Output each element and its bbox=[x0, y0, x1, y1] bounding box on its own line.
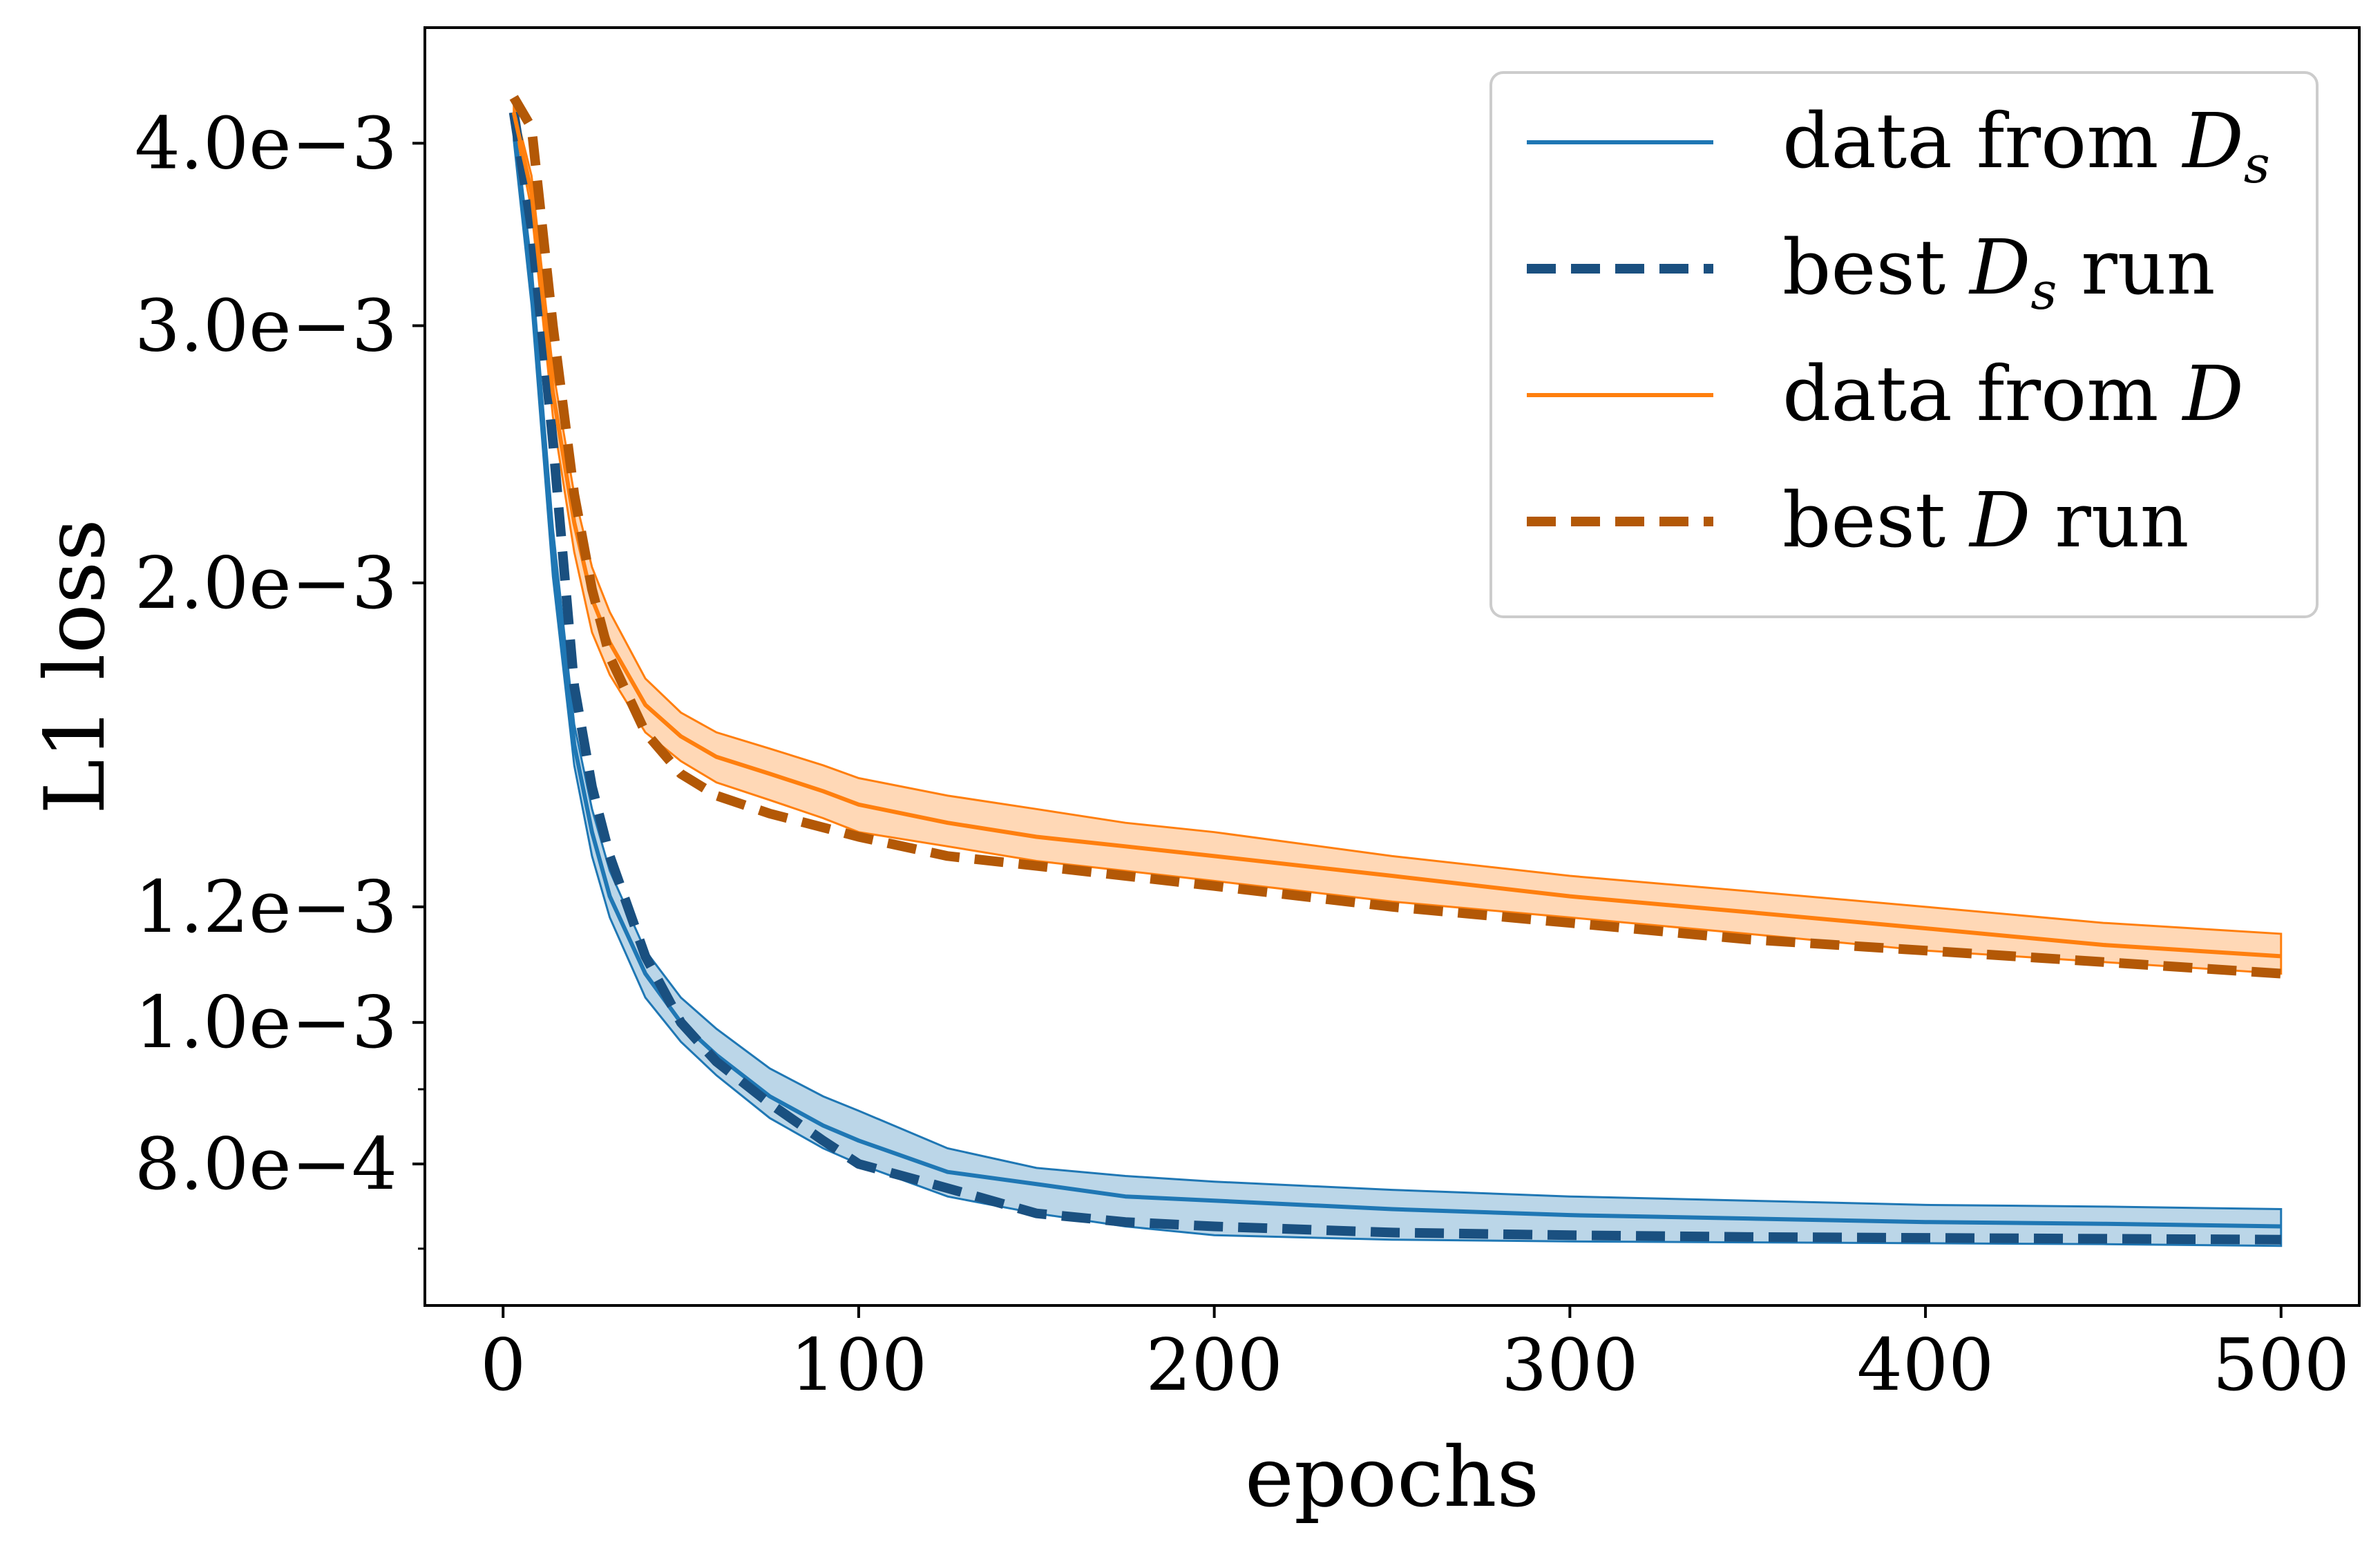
line-series-3 bbox=[509, 95, 2282, 979]
plot-frame bbox=[423, 26, 2361, 1307]
legend: data from Ds best Ds run data from D best D… bbox=[1489, 71, 2319, 618]
x-tick-label: 100 bbox=[790, 1323, 928, 1407]
y-tick-label: 1.0e−3 bbox=[135, 980, 397, 1064]
y-tick-label: 2.0e−3 bbox=[135, 541, 397, 625]
legend-label-0: data from Ds bbox=[1782, 97, 2270, 195]
line-series-2 bbox=[511, 111, 2281, 959]
line-series-1 bbox=[508, 111, 2281, 1245]
plot-area bbox=[508, 95, 2283, 1247]
x-tick-label: 300 bbox=[1501, 1323, 1639, 1407]
y-tick-label: 1.2e−3 bbox=[135, 865, 397, 949]
legend-label-3: best D run bbox=[1782, 476, 2189, 564]
legend-label-2: data from D bbox=[1782, 350, 2244, 438]
x-tick-label: 0 bbox=[480, 1323, 526, 1407]
line-series-0 bbox=[511, 127, 2281, 1229]
x-tick-label: 200 bbox=[1145, 1323, 1283, 1407]
y-tick-label: 8.0e−4 bbox=[135, 1122, 397, 1206]
x-axis-label: epochs bbox=[1245, 1430, 1539, 1526]
y-axis-label: L1 loss bbox=[28, 519, 124, 814]
legend-label-1: best Ds run bbox=[1782, 223, 2216, 321]
band-series-0 bbox=[513, 115, 2283, 1247]
y-tick-label: 3.0e−3 bbox=[135, 284, 397, 368]
legend-box bbox=[1489, 71, 2319, 618]
y-axis: 4.0e−3 3.0e−3 2.0e−3 1.2e−3 1.0e−3 8.0e−4 bbox=[135, 101, 425, 1250]
x-tick-label: 400 bbox=[1857, 1323, 1995, 1407]
x-tick-label: 500 bbox=[2213, 1323, 2350, 1407]
x-axis: 0 100 200 300 400 500 bbox=[480, 1305, 2350, 1407]
y-tick-label: 4.0e−3 bbox=[135, 101, 397, 185]
